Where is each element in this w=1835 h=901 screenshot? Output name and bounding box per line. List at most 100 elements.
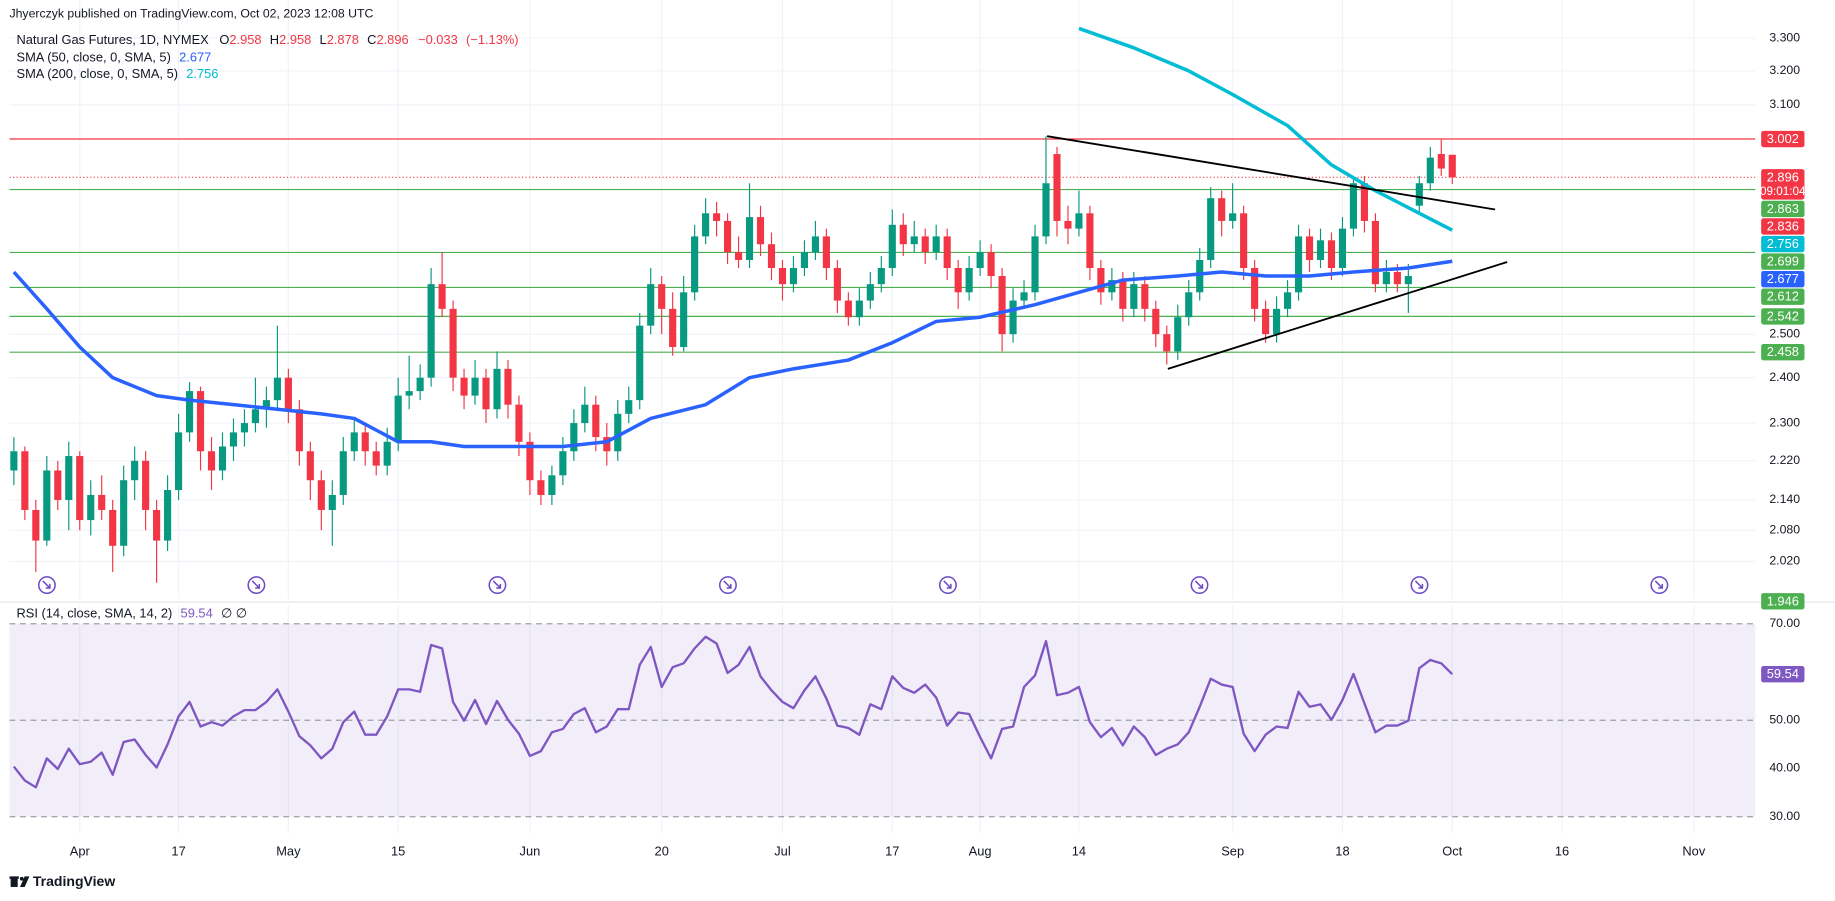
candle-body [559, 451, 567, 476]
x-tick-label: Oct [1442, 843, 1462, 858]
candle-body [438, 284, 446, 309]
candle-body [1294, 236, 1303, 293]
candle-body [98, 494, 106, 510]
candle-body [284, 377, 292, 410]
candle-body [669, 308, 677, 348]
price-label: 2.699 [1767, 254, 1799, 269]
candle-body [328, 494, 336, 510]
candle-body [603, 437, 611, 452]
ohlc-letter: H [270, 32, 279, 47]
ohlc-value: 2.958 [229, 32, 261, 47]
event-icon-arrow [251, 580, 261, 589]
candle-body [131, 460, 139, 481]
candle-body [142, 460, 150, 510]
candle-body [581, 404, 589, 424]
candle-body [1349, 183, 1358, 229]
y-tick-label: 2.400 [1769, 370, 1800, 384]
candle-body [658, 284, 666, 309]
price-label-box [1761, 218, 1805, 235]
price-label-box [1761, 200, 1805, 218]
price-label-box [1761, 308, 1805, 325]
candle-body [1064, 220, 1072, 229]
rsi-name: RSI (14, close, SMA, 14, 2) [17, 606, 173, 621]
candle-body [1305, 236, 1314, 261]
candle-body [1185, 292, 1193, 318]
candle-body [482, 377, 490, 410]
candle-body [932, 236, 940, 253]
x-tick-label: 17 [171, 843, 185, 858]
ohlc-letter: O [219, 32, 229, 47]
price-label-box [1761, 169, 1805, 200]
candle-body [570, 423, 578, 452]
x-tick-label: Aug [969, 843, 992, 858]
candle-body [1130, 284, 1138, 309]
candle-body [251, 409, 260, 424]
price-label: 2.458 [1767, 344, 1799, 359]
candle-body [844, 300, 852, 318]
candle-body [185, 391, 194, 433]
candle-body [1196, 260, 1204, 293]
ohlc-value: 2.958 [279, 32, 311, 47]
candle-body [965, 267, 973, 293]
candle-body [504, 368, 512, 405]
x-tick-label: Apr [70, 843, 91, 858]
change-pct: (−1.13%) [466, 32, 519, 47]
y-tick-label: 2.020 [1769, 554, 1800, 568]
candle-body [1086, 213, 1094, 268]
candle-body [592, 404, 600, 438]
price-label: 1.946 [1767, 593, 1799, 608]
price-label: 2.836 [1767, 218, 1799, 233]
candle-body [1448, 154, 1456, 178]
candle-body [745, 217, 754, 261]
candle-body [724, 220, 732, 253]
rsi-value: 59.54 [181, 606, 213, 621]
candle-body [1382, 272, 1390, 285]
candle-body [317, 480, 325, 510]
candle-body [427, 284, 435, 378]
event-icon-arrow [1414, 580, 1424, 589]
countdown-label: 09:01:04 [1760, 185, 1806, 198]
candle-body [1229, 213, 1237, 221]
sma-name: SMA (200, close, 0, SMA, 5) [17, 66, 179, 81]
y-tick-label: 2.220 [1769, 453, 1800, 467]
candle-body [218, 446, 227, 471]
sma-value: 2.756 [186, 66, 218, 81]
moving-average-line [1078, 26, 1454, 232]
candle-body [54, 470, 62, 500]
candle-body [65, 456, 73, 500]
candle-body [1031, 236, 1039, 293]
candle-body [822, 236, 830, 268]
candle-body [1020, 292, 1028, 301]
symbol-legend: Natural Gas Futures, 1D, NYMEX O2.958 H2… [17, 32, 519, 47]
candle-body [1273, 308, 1281, 335]
price-label-box [1761, 270, 1805, 288]
candle-body [1053, 154, 1061, 221]
x-tick-label: Jul [774, 843, 790, 858]
y-tick-label: 3.100 [1769, 97, 1800, 111]
event-icon-arrow [723, 580, 732, 589]
candle-body [273, 377, 281, 401]
candle-body [691, 236, 699, 293]
brand-name: TradingView [33, 873, 115, 889]
candle-body [1327, 240, 1336, 268]
price-label: 2.612 [1767, 289, 1799, 304]
rsi-label: 59.54 [1767, 666, 1799, 681]
candle-body [515, 404, 523, 442]
candle-body [240, 423, 249, 433]
candle-body [1338, 228, 1347, 268]
candle-body [976, 252, 984, 268]
rsi-tick-label: 40.00 [1769, 761, 1800, 775]
rsi-label-box [1761, 666, 1805, 683]
candle-body [1393, 272, 1401, 285]
y-tick-label: 3.300 [1769, 30, 1800, 44]
price-label-box [1761, 235, 1805, 253]
x-tick-label: 14 [1072, 843, 1086, 858]
x-tick-label: 18 [1335, 843, 1349, 858]
candle-body [1119, 280, 1127, 309]
candle-body [833, 267, 841, 301]
x-tick-label: May [276, 843, 301, 858]
trend-line [1167, 261, 1508, 370]
trend-line [1046, 135, 1496, 211]
axes: Apr 17 May 15 Jun 20 Jul 17 Aug 14 Sep 18 Oct 16 Nov 3.… [70, 30, 1806, 858]
price-label-box [1761, 593, 1805, 610]
